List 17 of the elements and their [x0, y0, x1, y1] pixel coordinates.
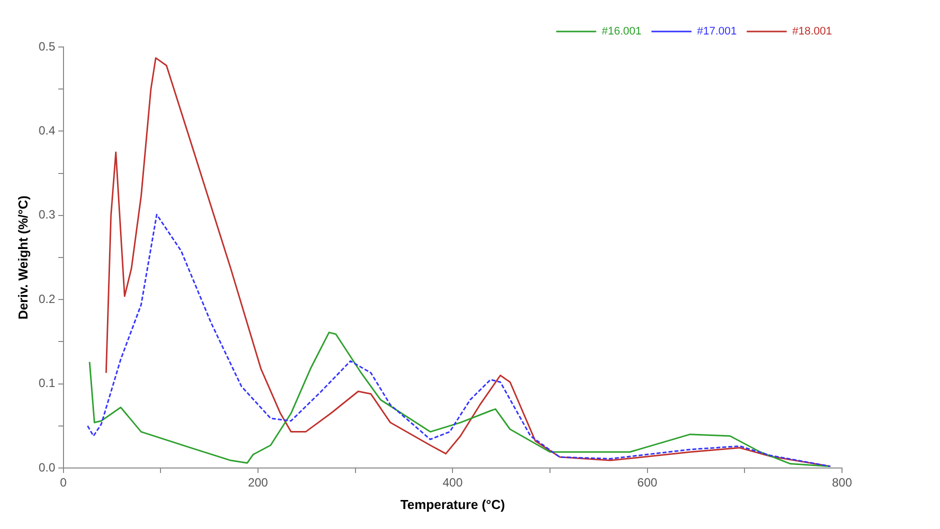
legend-label: #16.001 [602, 26, 642, 38]
y-tick-label: 0.1 [38, 376, 56, 390]
legend-label: #18.001 [792, 26, 832, 38]
x-tick-label: 600 [637, 476, 658, 490]
y-tick-label: 0.3 [38, 208, 56, 222]
y-tick-label: 0.2 [38, 292, 56, 306]
x-tick-label: 400 [442, 476, 463, 490]
y-tick-label: 0.0 [38, 460, 56, 474]
y-tick-label: 0.5 [38, 39, 56, 54]
y-tick-label: 0.4 [38, 124, 56, 138]
y-axis-title: Deriv. Weight (%/°C) [15, 196, 30, 320]
x-tick-label: 0 [60, 476, 67, 490]
legend-label: #17.001 [696, 26, 737, 38]
x-tick-label: 800 [832, 476, 852, 490]
line-series [86, 214, 832, 468]
x-axis-title: Temperature (°C) [400, 496, 505, 512]
x-tick-label: 200 [248, 476, 268, 490]
